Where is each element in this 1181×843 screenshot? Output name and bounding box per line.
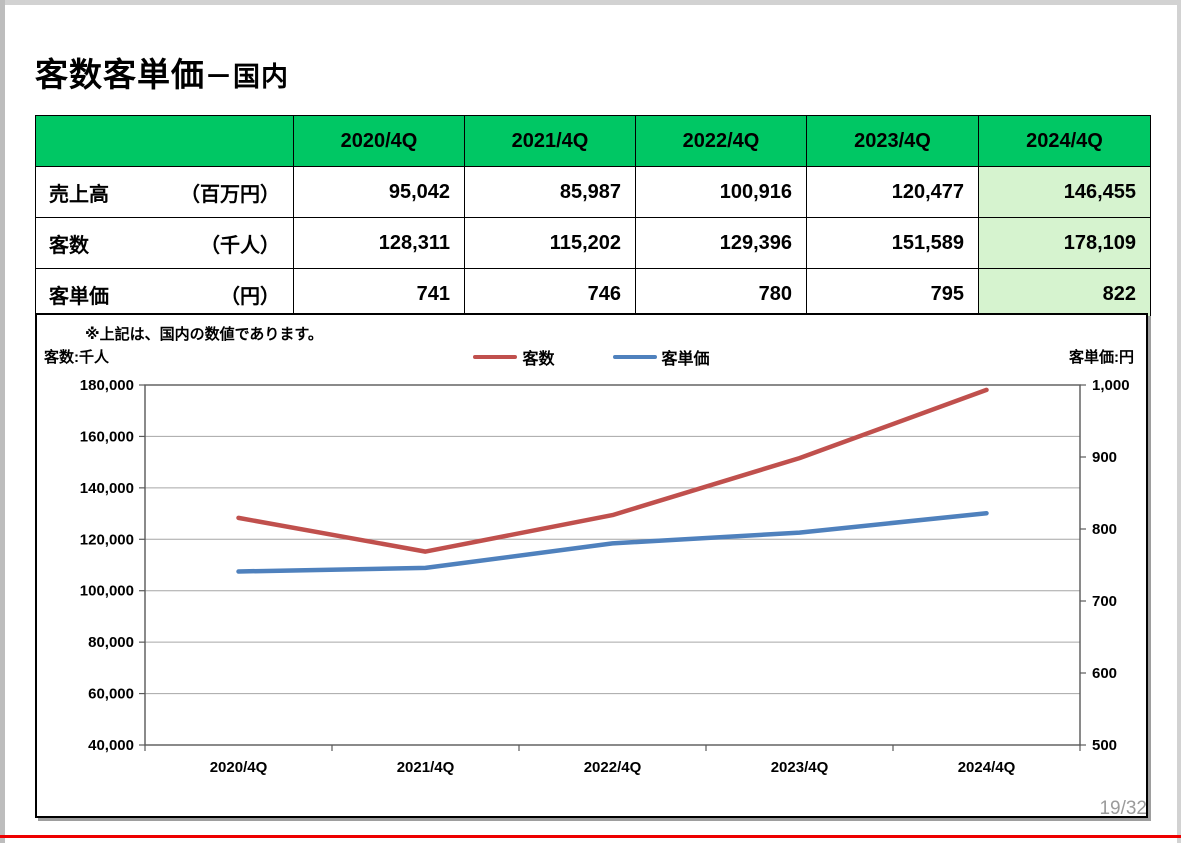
- footnote: ※上記は、国内の数値であります。: [85, 326, 323, 343]
- chart-legend: 客数 客単価: [37, 345, 1146, 369]
- viewer-edge-left: [0, 0, 5, 843]
- left-axis-tick-label: 180,000: [80, 377, 134, 394]
- left-axis-tick-label: 60,000: [88, 686, 134, 703]
- table-cell: 85,987: [464, 166, 636, 218]
- legend-label: 客単価: [661, 351, 710, 368]
- left-axis-tick-label: 160,000: [80, 428, 134, 445]
- chart-panel: ※上記は、国内の数値であります。 客数:千人 客単価:円 客数 客単価 180,…: [35, 313, 1148, 818]
- viewer-edge-top: [0, 0, 1181, 5]
- table-cell: 95,042: [293, 166, 465, 218]
- table-header-cell: 2022/4Q: [635, 115, 807, 167]
- series-line-right: [236, 510, 989, 574]
- table-header-cell: 2023/4Q: [806, 115, 979, 167]
- x-axis-label: 2022/4Q: [584, 759, 642, 776]
- left-axis-tick-label: 140,000: [80, 480, 134, 497]
- table-header-row: 2020/4Q 2021/4Q 2022/4Q 2023/4Q 2024/4Q: [35, 115, 1151, 167]
- page-title: 客数客単価－国内: [35, 48, 289, 96]
- left-axis-tick-label: 100,000: [80, 583, 134, 600]
- right-axis-tick-label: 900: [1092, 449, 1117, 466]
- x-axis-label: 2021/4Q: [397, 759, 455, 776]
- table-header-cell: [35, 115, 294, 167]
- row-label-cell: 客数 （千人）: [35, 217, 294, 269]
- right-axis-title: 客単価:円: [1069, 349, 1134, 366]
- row-unit: （円）: [220, 285, 280, 308]
- slide-bottom-rule: [0, 835, 1181, 838]
- chart-svg: 180,000 160,000 140,000 120,000 100,000 80,00…: [80, 377, 1130, 776]
- row-unit: （千人）: [200, 234, 280, 257]
- table-cell: 795: [806, 268, 979, 320]
- legend-line-swatch: [612, 355, 657, 359]
- table-row-spend: 客単価 （円） 741 746 780 795 822: [35, 268, 1151, 320]
- right-axis-tick-label: 500: [1092, 737, 1117, 754]
- x-axis-label: 2020/4Q: [210, 759, 268, 776]
- series-line-left: [236, 387, 989, 554]
- left-axis-title: 客数:千人: [44, 349, 109, 366]
- row-label: 客数: [49, 234, 89, 257]
- page-title-main: 客数客単価: [35, 56, 205, 93]
- table-cell-highlight: 146,455: [978, 166, 1151, 218]
- table-cell: 741: [293, 268, 465, 320]
- right-axis-tick-label: 600: [1092, 665, 1117, 682]
- left-axis-tick-label: 80,000: [88, 634, 134, 651]
- table-cell: 128,311: [293, 217, 465, 269]
- x-axis-label: 2024/4Q: [958, 759, 1016, 776]
- table-cell: 780: [635, 268, 807, 320]
- table-header-cell: 2020/4Q: [293, 115, 465, 167]
- table-cell-highlight: 178,109: [978, 217, 1151, 269]
- table-cell: 100,916: [635, 166, 807, 218]
- left-axis-tick-label: 40,000: [88, 737, 134, 754]
- row-label: 客単価: [49, 285, 109, 308]
- row-label: 売上高: [49, 183, 109, 206]
- table-cell: 151,589: [806, 217, 979, 269]
- table-header-cell: 2021/4Q: [464, 115, 636, 167]
- x-axis-label: 2023/4Q: [771, 759, 829, 776]
- table-row-customers: 客数 （千人） 128,311 115,202 129,396 151,589 …: [35, 217, 1151, 269]
- right-axis-tick-label: 700: [1092, 593, 1117, 610]
- plot-border: [144, 384, 1081, 746]
- table-cell: 120,477: [806, 166, 979, 218]
- row-unit: （百万円）: [180, 183, 280, 206]
- table-cell: 129,396: [635, 217, 807, 269]
- table-cell-highlight: 822: [978, 268, 1151, 320]
- legend-item-customers: 客数: [473, 345, 555, 369]
- table-row-sales: 売上高 （百万円） 95,042 85,987 100,916 120,477 …: [35, 166, 1151, 218]
- viewer-edge-right: [1177, 0, 1181, 843]
- right-axis-tick-label: 800: [1092, 521, 1117, 538]
- table-cell: 115,202: [464, 217, 636, 269]
- kpi-table: 2020/4Q 2021/4Q 2022/4Q 2023/4Q 2024/4Q …: [35, 115, 1151, 320]
- legend-item-spend: 客単価: [612, 345, 710, 369]
- table-cell: 746: [464, 268, 636, 320]
- left-axis-tick-label: 120,000: [80, 531, 134, 548]
- page-number: 19/32: [1099, 798, 1147, 819]
- table-header-cell: 2024/4Q: [978, 115, 1151, 167]
- right-axis-tick-label: 1,000: [1092, 377, 1130, 394]
- legend-label: 客数: [522, 351, 555, 368]
- page-title-suffix: －国内: [205, 62, 289, 92]
- row-label-cell: 客単価 （円）: [35, 268, 294, 320]
- row-label-cell: 売上高 （百万円）: [35, 166, 294, 218]
- legend-line-swatch: [473, 355, 518, 359]
